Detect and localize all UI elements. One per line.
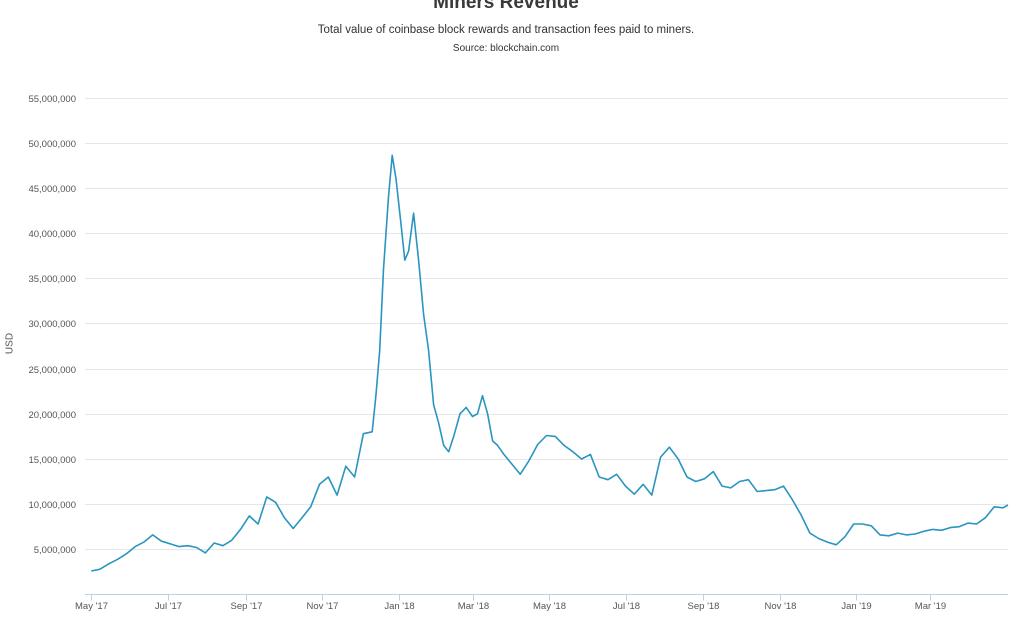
- x-tick-label: Mar '19: [915, 601, 946, 612]
- x-tick-label: May '18: [533, 601, 566, 612]
- y-tick-label: 30,000,000: [28, 319, 76, 330]
- x-tick-label: Sep '18: [688, 601, 720, 612]
- y-tick-label: 15,000,000: [28, 455, 76, 466]
- y-tick-labels: 5,000,000 10,000,000 15,000,000 20,000,000 2…: [28, 94, 76, 556]
- chart-subtitle: Total value of coinbase block rewards an…: [317, 24, 695, 36]
- chart-title: Miners Revenue: [433, 0, 579, 13]
- x-tick-label: May '17: [75, 601, 108, 612]
- y-gridlines: [85, 98, 1008, 550]
- x-tick-label: Sep '17: [231, 601, 263, 612]
- y-tick-label: 25,000,000: [28, 365, 76, 376]
- x-tick-label: Nov '17: [307, 601, 339, 612]
- x-tick-label: Jan '19: [841, 601, 871, 612]
- y-tick-label: 10,000,000: [28, 500, 76, 511]
- y-tick-label: 40,000,000: [28, 229, 76, 240]
- y-tick-label: 45,000,000: [28, 184, 76, 195]
- x-tick-label: Jan '18: [384, 601, 414, 612]
- y-tick-label: 5,000,000: [34, 545, 76, 556]
- x-tick-label: Jul '18: [613, 601, 640, 612]
- chart-source: Source: blockchain.com: [452, 43, 560, 54]
- x-ticks: May '17 Jul '17 Sep '17 Nov '17 Jan '18 Mar '…: [75, 594, 946, 612]
- series-line-miners-revenue: [91, 154, 1009, 572]
- y-tick-label: 20,000,000: [28, 410, 76, 421]
- x-tick-label: Mar '18: [458, 601, 489, 612]
- y-tick-label: 50,000,000: [28, 139, 76, 150]
- y-tick-label: 35,000,000: [28, 274, 76, 285]
- y-tick-label: 55,000,000: [28, 94, 76, 105]
- x-tick-label: Jul '17: [155, 601, 182, 612]
- x-tick-label: Nov '18: [765, 601, 797, 612]
